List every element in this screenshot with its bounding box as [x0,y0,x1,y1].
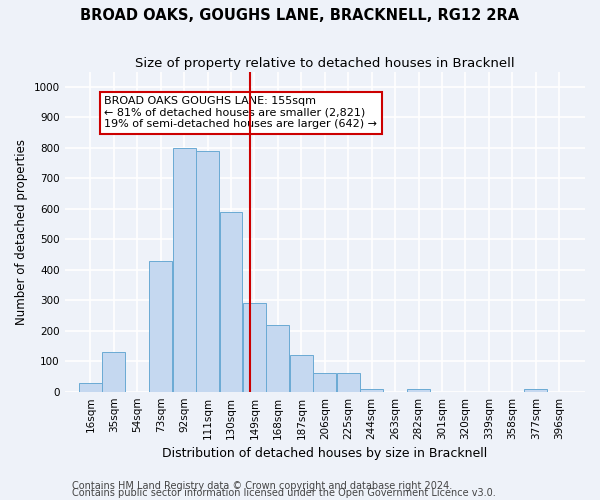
Text: Contains public sector information licensed under the Open Government Licence v3: Contains public sector information licen… [72,488,496,498]
Bar [102,352,125,392]
Bar [149,260,172,392]
Title: Size of property relative to detached houses in Bracknell: Size of property relative to detached ho… [135,58,515,70]
Bar [79,382,102,392]
X-axis label: Distribution of detached houses by size in Bracknell: Distribution of detached houses by size … [162,447,487,460]
Text: BROAD OAKS GOUGHS LANE: 155sqm
← 81% of detached houses are smaller (2,821)
19% : BROAD OAKS GOUGHS LANE: 155sqm ← 81% of … [104,96,377,129]
Bar [313,374,336,392]
Bar [337,374,360,392]
Bar [173,148,196,392]
Bar [196,151,219,392]
Bar [524,388,547,392]
Text: BROAD OAKS, GOUGHS LANE, BRACKNELL, RG12 2RA: BROAD OAKS, GOUGHS LANE, BRACKNELL, RG12… [80,8,520,22]
Bar [243,304,266,392]
Bar [360,388,383,392]
Text: Contains HM Land Registry data © Crown copyright and database right 2024.: Contains HM Land Registry data © Crown c… [72,481,452,491]
Bar [407,388,430,392]
Bar [266,324,289,392]
Y-axis label: Number of detached properties: Number of detached properties [15,138,28,324]
Bar [220,212,242,392]
Bar [290,355,313,392]
